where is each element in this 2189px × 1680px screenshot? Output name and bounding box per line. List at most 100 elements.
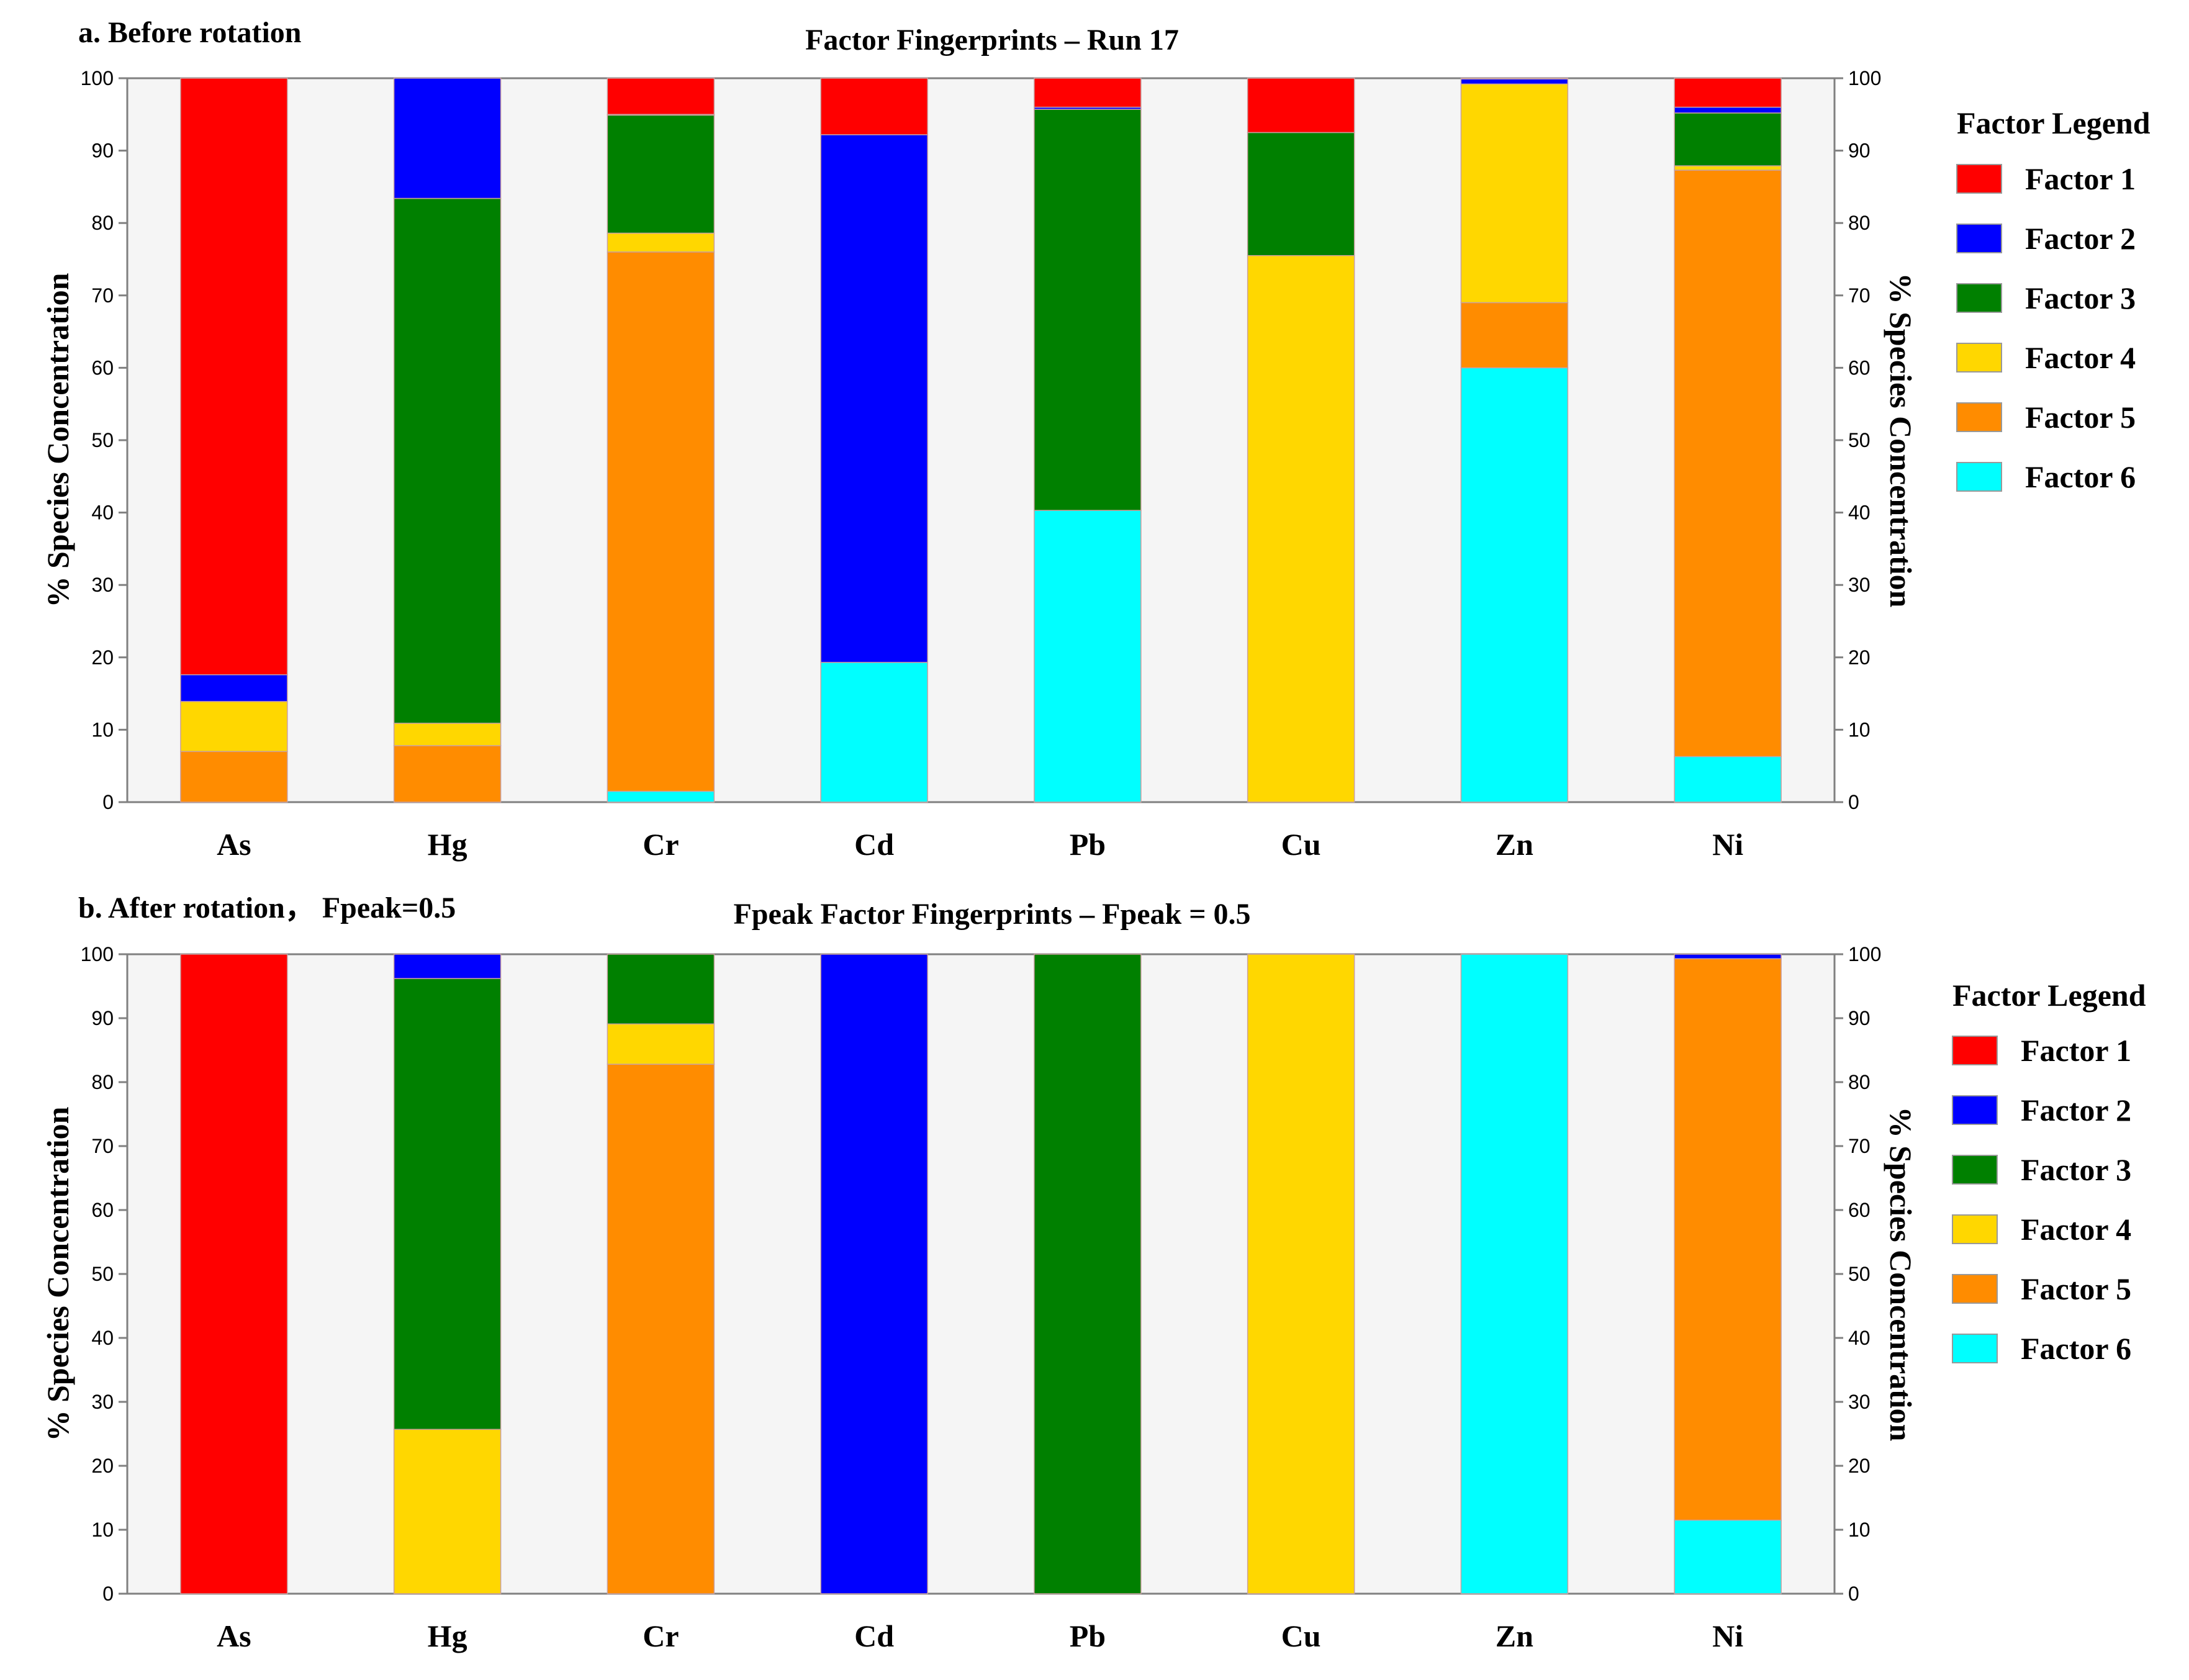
p0-x-tick-zn: Zn: [1496, 827, 1533, 862]
p0-y-tick-right-100: 100: [1848, 67, 1881, 89]
p1-y-tick-right-80: 80: [1848, 1071, 1871, 1093]
p0-y-tick-left-90: 90: [91, 140, 114, 162]
p1-x-tick-cu: Cu: [1281, 1619, 1321, 1653]
p0-y-tick-left-50: 50: [91, 429, 114, 451]
p1-x-tick-hg: Hg: [428, 1619, 467, 1653]
p1-y-tick-left-80: 80: [91, 1071, 114, 1093]
p1-legend-swatch-factor-6: [1952, 1334, 1998, 1363]
p0-y-tick-right-40: 40: [1848, 502, 1871, 524]
p1-x-tick-as: As: [217, 1619, 251, 1653]
p0-bar-cu-factor-1: [1247, 78, 1355, 133]
p1-legend-label-factor-3: Factor 3: [2021, 1152, 2131, 1187]
p0-legend-swatch-factor-3: [1956, 283, 2002, 313]
p1-x-tick-zn: Zn: [1496, 1619, 1533, 1653]
p1-legend-swatch-factor-5: [1952, 1274, 1998, 1304]
p1-legend-label-factor-4: Factor 4: [2021, 1212, 2131, 1247]
p0-y-axis-label-left: % Species Concentration: [40, 273, 75, 607]
p0-bar-ni-factor-5: [1674, 169, 1782, 757]
p1-y-tick-left-0: 0: [102, 1583, 114, 1605]
p0-y-tick-left-0: 0: [102, 791, 114, 813]
p0-legend-swatch-factor-4: [1956, 343, 2002, 373]
p1-legend-label-factor-5: Factor 5: [2021, 1271, 2131, 1306]
p0-legend-swatch-factor-6: [1956, 462, 2002, 492]
p0-legend-swatch-factor-1: [1956, 164, 2002, 194]
p1-legend-label-factor-1: Factor 1: [2021, 1033, 2131, 1068]
p1-legend-label-factor-2: Factor 2: [2021, 1093, 2131, 1127]
p0-y-tick-right-90: 90: [1848, 140, 1871, 162]
p0-bar-ni-factor-3: [1674, 112, 1782, 166]
p0-x-tick-pb: Pb: [1070, 827, 1106, 862]
p0-bar-zn-factor-5: [1460, 302, 1569, 369]
p0-bar-cd-factor-6: [820, 662, 928, 803]
p0-legend-swatch-factor-5: [1956, 402, 2002, 432]
p0-y-tick-left-70: 70: [91, 284, 114, 307]
p0-bar-cu-factor-4: [1247, 255, 1355, 803]
p0-bar-hg-factor-2: [393, 78, 502, 199]
p0-x-tick-cu: Cu: [1281, 827, 1321, 862]
p0-x-tick-cr: Cr: [643, 827, 679, 862]
p0-bar-zn-factor-6: [1460, 367, 1569, 803]
p1-y-tick-right-10: 10: [1848, 1519, 1871, 1541]
p0-bar-cd-factor-2: [820, 134, 928, 663]
p0-y-tick-right-50: 50: [1848, 429, 1871, 451]
p0-x-tick-ni: Ni: [1712, 827, 1743, 862]
p0-bar-as-factor-5: [180, 751, 288, 803]
p1-y-tick-right-90: 90: [1848, 1007, 1871, 1029]
p1-x-tick-cr: Cr: [643, 1619, 679, 1653]
p0-y-tick-right-60: 60: [1848, 356, 1871, 379]
p0-legend-title: Factor Legend: [1957, 106, 2151, 140]
p0-bar-hg-factor-5: [393, 745, 502, 803]
panel-b-chart-title: Fpeak Factor Fingerprints – Fpeak = 0.5: [733, 898, 1250, 931]
p0-bar-ni-factor-4: [1674, 165, 1782, 171]
p0-bar-pb-factor-6: [1034, 510, 1142, 803]
p0-y-tick-left-40: 40: [91, 502, 114, 524]
p0-y-tick-left-100: 100: [81, 67, 114, 89]
p0-bar-ni-factor-1: [1674, 78, 1782, 108]
p1-x-tick-pb: Pb: [1070, 1619, 1106, 1653]
p0-legend-label-factor-5: Factor 5: [2025, 400, 2136, 435]
p0-bar-cr-factor-1: [607, 78, 715, 115]
p0-bar-zn-factor-1: [1460, 78, 1569, 79]
p0-y-tick-left-30: 30: [91, 574, 114, 596]
p1-bar-hg-factor-2: [393, 954, 502, 979]
p0-y-tick-right-10: 10: [1848, 718, 1871, 741]
p1-y-tick-left-40: 40: [91, 1327, 114, 1349]
p1-y-tick-right-40: 40: [1848, 1327, 1871, 1349]
p0-x-tick-as: As: [217, 827, 251, 862]
p0-legend-label-factor-4: Factor 4: [2025, 340, 2136, 375]
p1-bar-ni-factor-6: [1674, 1519, 1782, 1594]
p0-legend-label-factor-1: Factor 1: [2025, 161, 2136, 196]
p1-y-tick-right-50: 50: [1848, 1263, 1871, 1285]
p1-bar-cr-factor-4: [607, 1023, 715, 1065]
p0-bar-cd-factor-1: [820, 78, 928, 135]
p1-y-tick-right-0: 0: [1848, 1583, 1859, 1605]
p0-bar-hg-factor-3: [393, 197, 502, 724]
p0-bar-as-factor-2: [180, 674, 288, 702]
p1-legend-swatch-factor-2: [1952, 1095, 1998, 1125]
p0-y-tick-right-20: 20: [1848, 646, 1871, 669]
p1-y-tick-right-30: 30: [1848, 1391, 1871, 1413]
panel-a-before-rotation: a. Before rotation Factor Fingerprints –…: [40, 16, 2151, 862]
p0-y-tick-right-0: 0: [1848, 791, 1859, 813]
p1-bar-as-factor-1: [180, 954, 288, 1594]
p1-y-tick-right-70: 70: [1848, 1135, 1871, 1157]
p1-y-tick-left-20: 20: [91, 1455, 114, 1477]
p1-legend-swatch-factor-3: [1952, 1155, 1998, 1185]
p1-bar-ni-factor-5: [1674, 958, 1782, 1521]
p1-x-tick-cd: Cd: [854, 1619, 894, 1653]
p0-x-tick-cd: Cd: [854, 827, 894, 862]
p1-plot-area: [126, 953, 1836, 1595]
p1-bar-hg-factor-3: [393, 978, 502, 1430]
p0-bar-zn-factor-2: [1460, 78, 1569, 85]
panel-a-label: a. Before rotation: [78, 16, 301, 49]
p1-y-tick-right-20: 20: [1848, 1455, 1871, 1477]
p1-bar-cr-factor-3: [607, 954, 715, 1025]
panel-b-label: b. After rotation， Fpeak=0.5: [78, 892, 456, 924]
p0-bar-cr-factor-5: [607, 251, 715, 792]
p1-y-tick-right-100: 100: [1848, 943, 1881, 965]
p1-y-tick-left-70: 70: [91, 1135, 114, 1157]
p1-y-tick-left-30: 30: [91, 1391, 114, 1413]
p0-bar-pb-factor-3: [1034, 109, 1142, 511]
p0-bar-cr-factor-6: [607, 790, 715, 803]
